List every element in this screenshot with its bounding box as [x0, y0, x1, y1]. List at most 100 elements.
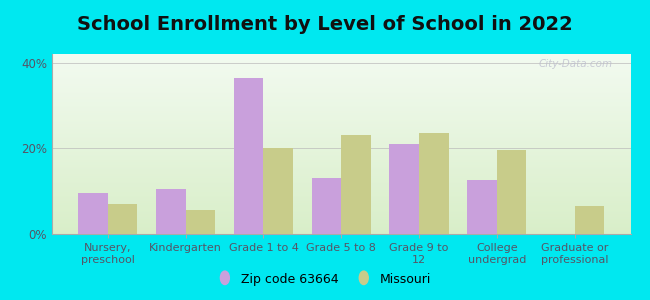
Bar	[52, 91, 630, 92]
Bar	[52, 205, 630, 206]
Bar	[52, 122, 630, 123]
Bar	[52, 225, 630, 226]
Bar	[52, 54, 630, 55]
Bar	[52, 92, 630, 93]
Bar	[234, 78, 263, 234]
Bar	[52, 105, 630, 106]
Bar	[52, 171, 630, 172]
Bar	[52, 162, 630, 163]
Bar	[52, 119, 630, 120]
Bar	[52, 60, 630, 61]
Bar	[52, 111, 630, 112]
Bar	[52, 176, 630, 177]
Bar	[52, 58, 630, 59]
Bar	[52, 163, 630, 164]
Bar	[52, 200, 630, 201]
Bar	[52, 193, 630, 194]
Bar	[52, 229, 630, 230]
Bar	[52, 90, 630, 91]
Bar	[52, 222, 630, 223]
Bar	[52, 164, 630, 165]
Bar	[52, 80, 630, 81]
Bar	[52, 182, 630, 183]
Bar	[52, 109, 630, 110]
Bar	[52, 64, 630, 65]
Bar	[52, 131, 630, 132]
Bar	[52, 114, 630, 115]
Bar	[52, 146, 630, 147]
Bar	[52, 226, 630, 227]
Text: City-Data.com: City-Data.com	[539, 59, 613, 69]
Bar	[52, 148, 630, 149]
Bar	[52, 186, 630, 187]
Bar	[52, 189, 630, 190]
Bar	[52, 86, 630, 87]
Bar	[52, 59, 630, 60]
Bar	[52, 177, 630, 178]
Bar	[52, 133, 630, 134]
Bar	[263, 148, 293, 234]
Bar	[52, 217, 630, 218]
Bar	[52, 208, 630, 209]
Bar	[52, 215, 630, 216]
Bar	[52, 128, 630, 129]
Bar	[52, 78, 630, 79]
Bar	[52, 85, 630, 86]
Bar	[52, 120, 630, 121]
Bar	[52, 159, 630, 160]
Bar	[52, 166, 630, 167]
Bar	[312, 178, 341, 234]
Bar	[52, 69, 630, 70]
Bar	[52, 199, 630, 200]
Bar	[52, 97, 630, 98]
Bar	[52, 61, 630, 62]
Bar	[52, 232, 630, 233]
Bar	[52, 213, 630, 214]
Bar	[575, 206, 604, 234]
Bar	[52, 204, 630, 205]
Bar	[52, 101, 630, 102]
Bar	[52, 220, 630, 221]
Bar	[156, 189, 186, 234]
Bar	[52, 178, 630, 179]
Bar	[52, 77, 630, 78]
Bar	[52, 83, 630, 84]
Bar	[52, 219, 630, 220]
Bar	[52, 117, 630, 118]
Bar	[467, 180, 497, 234]
Bar	[52, 76, 630, 77]
Bar	[52, 191, 630, 192]
Bar	[52, 223, 630, 224]
Bar	[52, 126, 630, 127]
Bar	[52, 142, 630, 143]
Bar	[497, 150, 526, 234]
Bar	[52, 218, 630, 219]
Bar	[52, 127, 630, 128]
Bar	[52, 118, 630, 119]
Bar	[52, 233, 630, 234]
Bar	[52, 152, 630, 153]
Bar	[52, 173, 630, 174]
Bar	[52, 85, 630, 86]
Bar	[419, 133, 448, 234]
Bar	[52, 84, 630, 85]
Bar	[52, 66, 630, 67]
Bar	[52, 129, 630, 130]
Bar	[52, 88, 630, 89]
Bar	[52, 174, 630, 175]
Bar	[52, 108, 630, 109]
Bar	[52, 158, 630, 159]
Bar	[52, 198, 630, 199]
Bar	[52, 145, 630, 146]
Bar	[52, 123, 630, 124]
Bar	[52, 72, 630, 73]
Bar	[52, 139, 630, 140]
Bar	[52, 192, 630, 193]
Bar	[108, 204, 137, 234]
Bar	[52, 224, 630, 225]
Bar	[52, 79, 630, 80]
Bar	[52, 149, 630, 150]
Bar	[52, 106, 630, 107]
Bar	[52, 96, 630, 97]
Bar	[52, 134, 630, 135]
